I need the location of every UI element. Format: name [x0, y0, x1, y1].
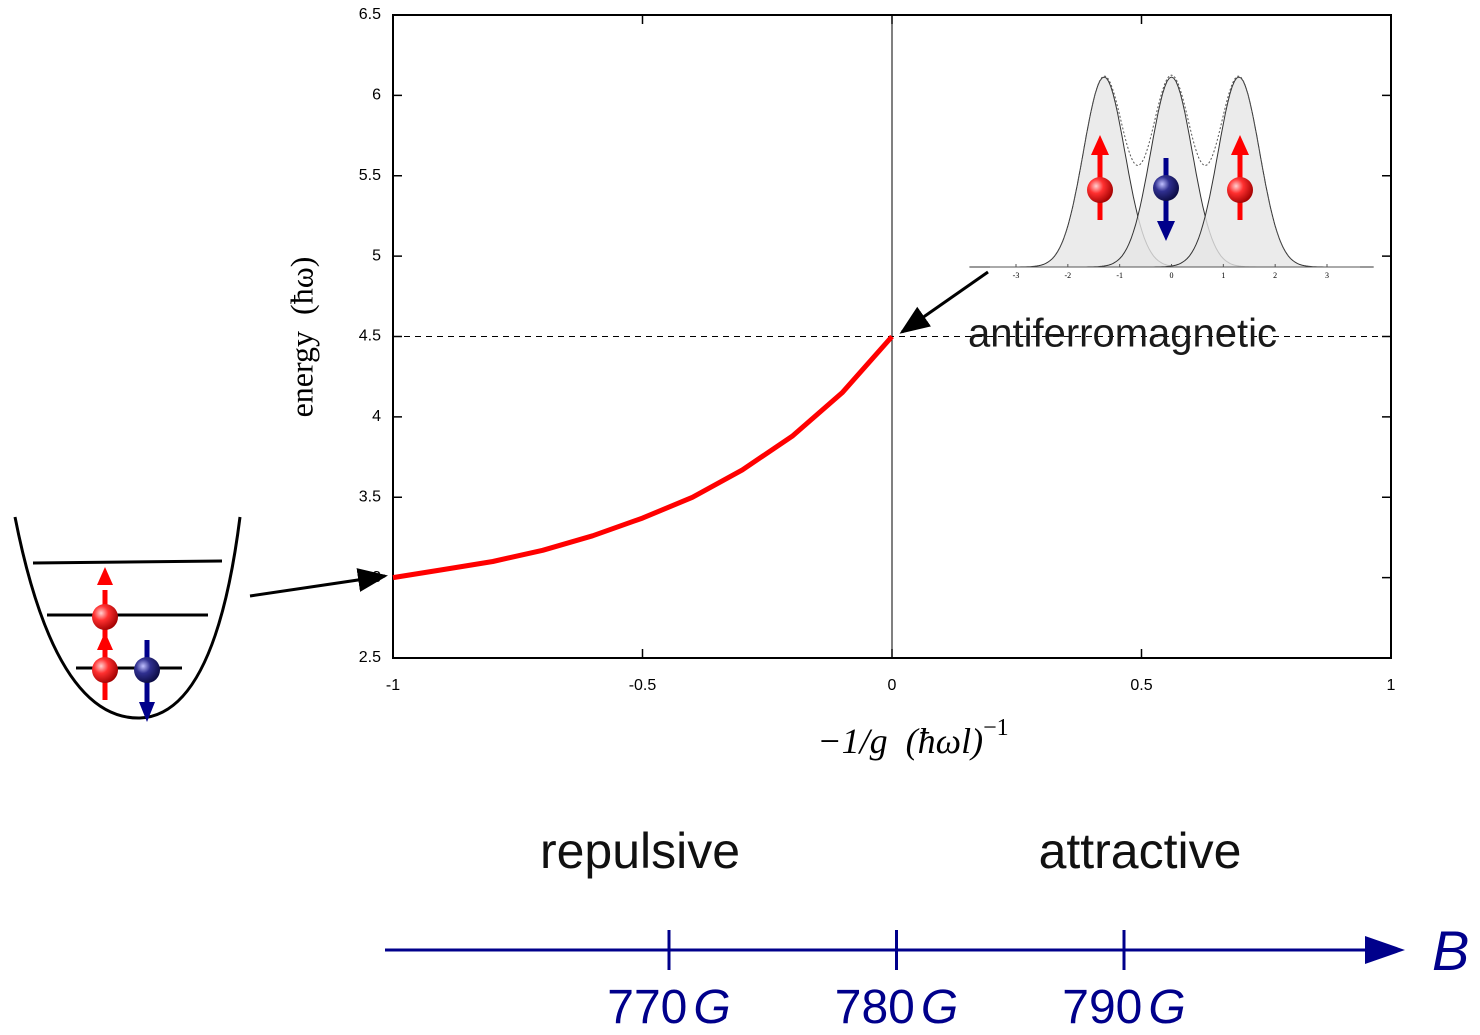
particle	[92, 657, 118, 683]
arrowhead	[1157, 221, 1175, 241]
arrowhead	[1231, 135, 1249, 155]
y-tick-label: 4	[372, 408, 381, 425]
x-axis-label-exponent: −1	[983, 715, 1009, 741]
annotation: antiferromagnetic	[968, 312, 1277, 356]
regime-label: attractive	[1039, 823, 1242, 879]
inset-tick-label: -2	[1064, 271, 1071, 280]
x-tick-label: 0.5	[1130, 677, 1152, 694]
energy-curve	[392, 334, 894, 581]
inset-tick-label: 2	[1273, 271, 1277, 280]
y-tick-label: 3.5	[359, 488, 381, 505]
arrowhead	[139, 702, 155, 722]
trap	[13, 516, 242, 720]
y-tick-label: 5	[372, 247, 381, 264]
level	[32, 559, 223, 565]
field-tick-value: 790	[1062, 981, 1142, 1034]
x-tick-label: -0.5	[629, 677, 657, 694]
arrowhead	[97, 567, 113, 585]
particle	[134, 657, 160, 683]
inset-tick-label: 0	[1170, 271, 1174, 280]
inset-tick-label: -1	[1116, 271, 1123, 280]
field-tick-unit: G	[921, 981, 958, 1034]
inset-tick-label: 3	[1325, 271, 1329, 280]
field-tick-value: 780	[835, 981, 915, 1034]
y-tick-label: 4.5	[359, 328, 381, 345]
field-tick-label: 770 G	[607, 981, 730, 1034]
trap-illustration	[13, 516, 388, 722]
particle	[1153, 175, 1179, 201]
plot-frame	[392, 14, 1392, 659]
plot: 2.5 3 3.5 4 4.5 5 5.5 6 6.5 -1 -0.5 0 0.5 1 energy (ħω…	[283, 6, 1395, 761]
particle	[92, 604, 118, 630]
inset-tick-label: 1	[1221, 271, 1225, 280]
pointer-arrow	[249, 568, 388, 598]
field-tick-label: 790 G	[1062, 981, 1185, 1034]
particle	[1227, 177, 1253, 203]
field-axis-label: B	[1432, 919, 1469, 982]
x-tick-label: 0	[888, 677, 897, 694]
y-tick-label: 2.5	[359, 649, 381, 666]
field-tick-value: 770	[607, 981, 687, 1034]
y-tick-label: 5.5	[359, 167, 381, 184]
field-axis-arrow	[1365, 936, 1405, 964]
inset: -3 -2 -1 0 1 2 3	[969, 74, 1374, 280]
regime-label: repulsive	[540, 823, 740, 879]
particle	[1087, 177, 1113, 203]
x-tick-label: 1	[1387, 677, 1396, 694]
x-tick-label: -1	[386, 677, 400, 694]
field-tick-unit: G	[693, 981, 730, 1034]
inset-tick-label: -3	[1013, 271, 1020, 280]
y-tick-label: 6.5	[359, 6, 381, 23]
density	[1051, 74, 1292, 260]
x-axis-label-main: −1/g (ħωl)	[817, 721, 983, 761]
pointer-arrow	[899, 270, 989, 334]
arrowhead	[1091, 135, 1109, 155]
y-tick-label: 6	[372, 87, 381, 104]
field-tick-label: 780 G	[835, 981, 958, 1034]
x-axis-label: −1/g (ħωl)−1	[817, 715, 1008, 762]
y-axis-label: energy (ħω)	[283, 257, 319, 418]
field-tick-unit: G	[1148, 981, 1185, 1034]
